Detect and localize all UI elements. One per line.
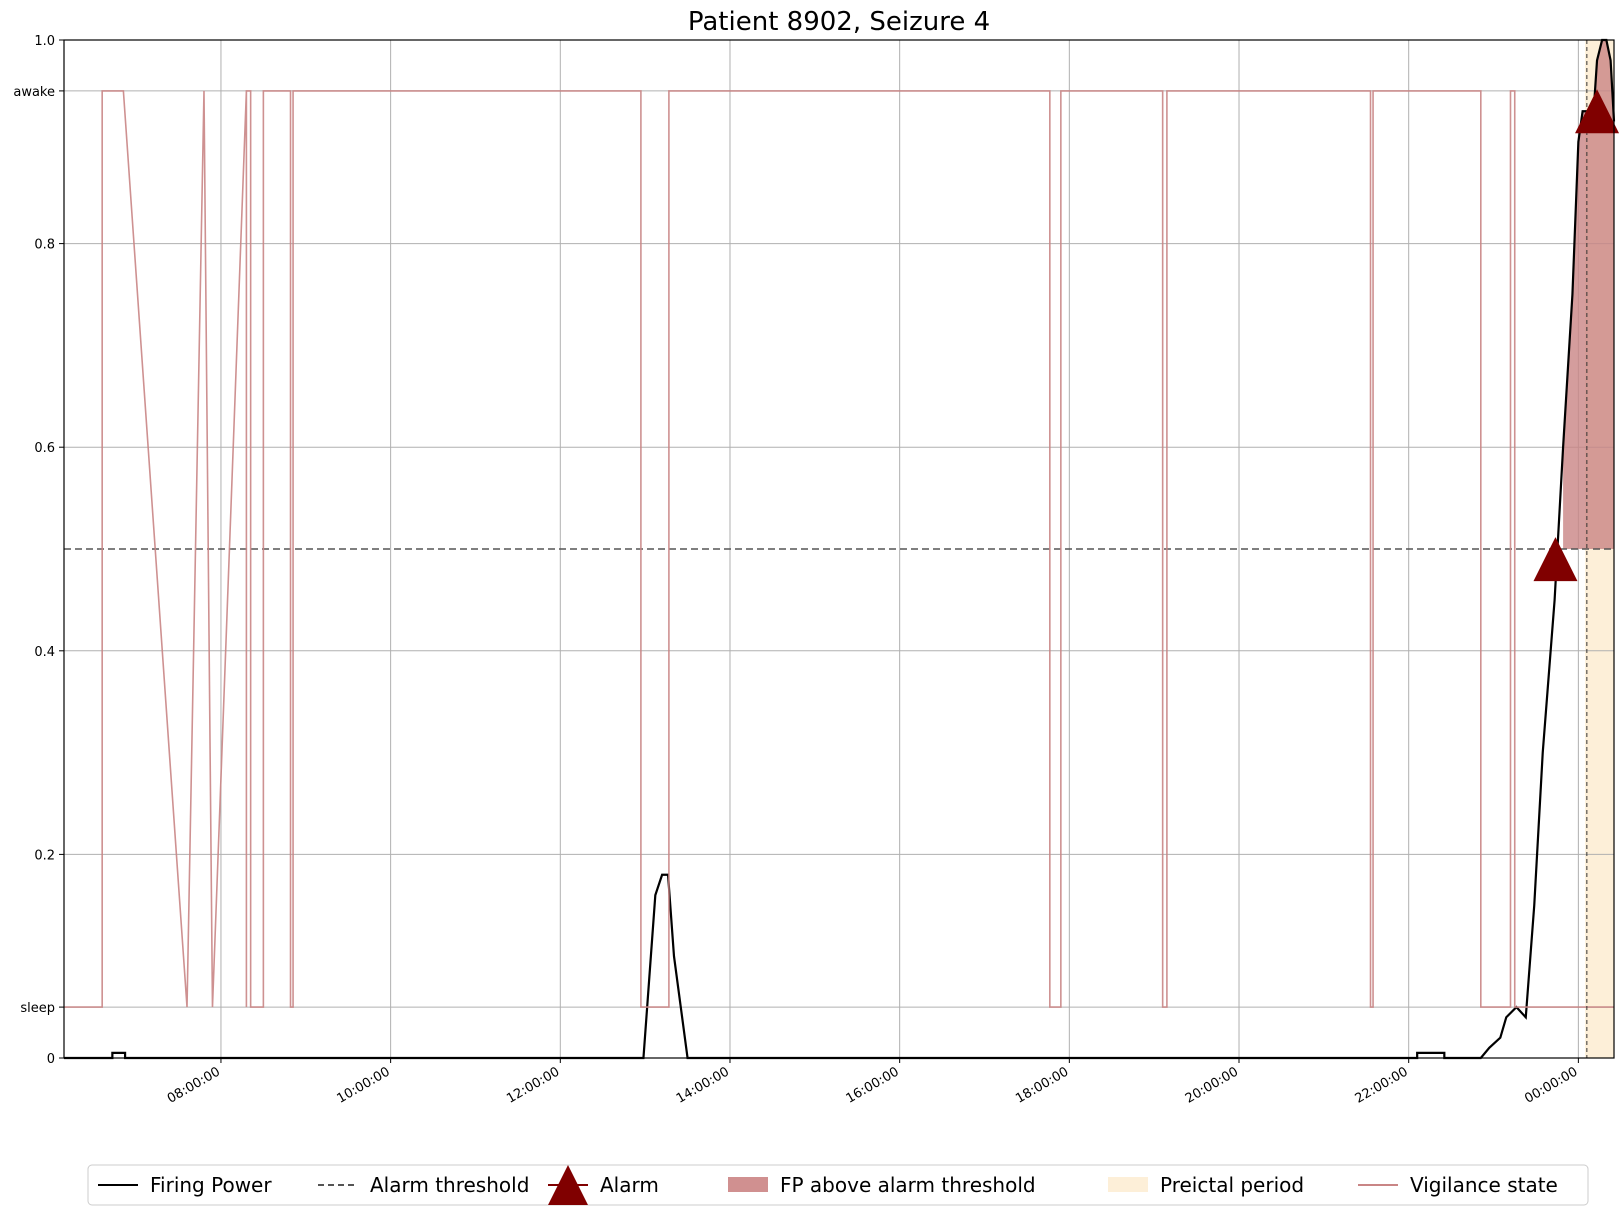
x-tick-label-4: 16:00:00 — [844, 1064, 902, 1106]
alarm-marker-1 — [1575, 89, 1620, 134]
x-tick-label-1: 10:00:00 — [335, 1064, 393, 1106]
alarm-marker-0 — [1533, 537, 1578, 582]
fp-above-threshold-area — [1563, 40, 1614, 549]
chart-title: Patient 8902, Seizure 4 — [688, 7, 990, 37]
x-tick-label-8: 00:00:00 — [1522, 1064, 1580, 1106]
axes-frame — [63, 39, 1615, 1059]
legend: Firing Power Alarm threshold Alarm FP above… — [87, 1164, 1589, 1206]
legend-label-4: Preictal period — [1160, 1173, 1304, 1197]
y-tick-label-1: sleep — [20, 1001, 55, 1016]
legend-swatch-4 — [1108, 1177, 1148, 1192]
legend-box — [87, 1164, 1589, 1206]
legend-label-5: Vigilance state — [1410, 1173, 1558, 1197]
y-tick-label-7: 1.0 — [34, 34, 55, 49]
legend-label-2: Alarm — [600, 1173, 659, 1197]
y-tick-label-4: 0.6 — [34, 441, 55, 456]
legend-label-1: Alarm threshold — [370, 1173, 529, 1197]
plot-area: 0 sleep 0.2 0.4 0.6 0.8 awake 1.0 08:00:00 10:00:… — [13, 34, 1620, 1107]
y-tick-label-6: awake — [13, 85, 55, 100]
legend-label-0: Firing Power — [150, 1173, 272, 1197]
x-tick-label-6: 20:00:00 — [1183, 1064, 1241, 1106]
y-tick-label-2: 0.2 — [34, 848, 55, 863]
legend-swatch-2 — [548, 1165, 588, 1205]
vigilance-state-line — [64, 90, 1614, 1008]
legend-swatch-3 — [728, 1177, 768, 1192]
x-tick-label-2: 12:00:00 — [504, 1064, 562, 1106]
x-tick-label-5: 18:00:00 — [1013, 1064, 1071, 1106]
y-tick-label-5: 0.8 — [34, 238, 55, 253]
x-tick-label-7: 22:00:00 — [1353, 1064, 1411, 1106]
legend-label-3: FP above alarm threshold — [780, 1173, 1036, 1197]
x-tick-label-3: 14:00:00 — [674, 1064, 732, 1106]
y-tick-label-3: 0.4 — [34, 645, 55, 660]
x-tick-label-0: 08:00:00 — [165, 1064, 223, 1106]
y-tick-label-0: 0 — [47, 1052, 55, 1067]
